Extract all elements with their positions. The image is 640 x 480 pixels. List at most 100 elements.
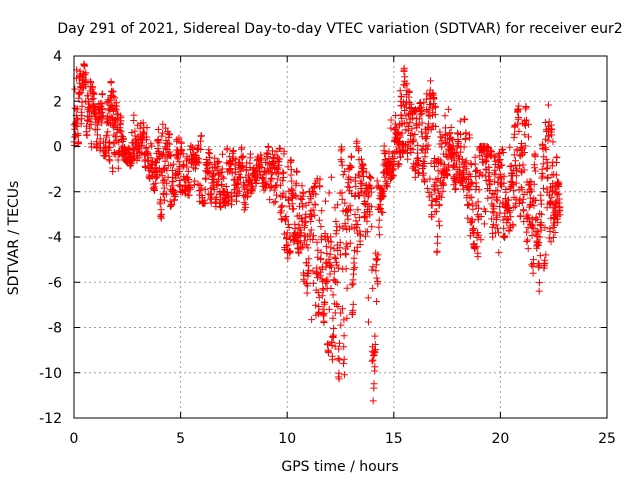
data-point: [544, 173, 552, 181]
data-point: [488, 215, 496, 223]
data-point: [439, 187, 447, 195]
data-point: [480, 220, 488, 228]
data-point: [370, 380, 378, 388]
data-point: [441, 112, 449, 120]
data-point: [344, 215, 352, 223]
data-point: [361, 213, 369, 221]
data-point: [519, 195, 527, 203]
data-point: [531, 153, 539, 161]
data-point: [397, 153, 405, 161]
data-point: [283, 234, 290, 242]
data-point: [357, 185, 365, 192]
data-point: [328, 342, 336, 349]
data-point: [74, 132, 82, 139]
data-point: [81, 62, 89, 70]
data-point: [539, 160, 547, 168]
data-point: [299, 203, 307, 211]
data-point: [99, 105, 107, 113]
data-point: [355, 145, 363, 153]
data-point: [87, 79, 95, 87]
data-point: [275, 170, 283, 178]
data-point: [201, 186, 209, 194]
data-point: [475, 231, 483, 239]
data-point: [413, 161, 421, 168]
data-point: [284, 241, 292, 249]
data-point: [555, 195, 563, 203]
data-point: [432, 123, 440, 130]
data-point: [158, 132, 166, 140]
data-point: [363, 217, 371, 225]
data-point: [235, 187, 243, 195]
data-point: [287, 166, 295, 174]
data-point: [116, 126, 124, 134]
data-point: [388, 161, 396, 169]
data-point: [462, 157, 470, 165]
data-point: [314, 289, 322, 296]
x-tick-label: 0: [70, 431, 79, 447]
data-point: [240, 199, 248, 207]
data-point: [425, 106, 433, 114]
data-point: [368, 357, 376, 365]
data-point: [437, 193, 445, 201]
data-point: [521, 131, 529, 139]
data-point: [499, 149, 507, 156]
data-point: [325, 349, 332, 357]
data-point: [398, 129, 406, 137]
data-point: [325, 305, 333, 313]
data-point: [409, 114, 417, 122]
data-point: [315, 308, 323, 316]
data-point: [493, 197, 501, 205]
data-point: [467, 161, 475, 169]
data-point: [322, 242, 330, 250]
data-point: [285, 195, 293, 203]
data-point: [90, 90, 98, 98]
data-point: [486, 180, 494, 188]
data-point: [498, 161, 506, 169]
data-point: [279, 189, 287, 197]
data-point: [456, 117, 464, 125]
data-point: [381, 173, 389, 181]
data-point: [474, 198, 482, 206]
data-point: [167, 162, 175, 169]
data-point: [395, 160, 403, 168]
data-point: [159, 129, 167, 137]
data-point: [336, 223, 344, 231]
y-tick-label: -4: [48, 230, 62, 246]
data-point: [332, 255, 340, 262]
data-point: [523, 228, 531, 236]
data-point: [305, 266, 313, 274]
data-point: [258, 156, 266, 164]
data-point: [327, 238, 335, 246]
data-point: [411, 131, 419, 138]
data-point: [533, 244, 541, 252]
data-point: [98, 108, 106, 116]
data-point: [347, 152, 355, 160]
data-point: [334, 201, 342, 209]
data-point: [380, 187, 387, 195]
data-point: [284, 220, 292, 228]
data-point: [530, 256, 537, 264]
data-point: [527, 187, 535, 195]
data-point: [415, 169, 423, 177]
data-point: [382, 149, 390, 157]
data-point: [427, 77, 434, 85]
data-point: [282, 213, 290, 220]
data-point: [434, 233, 442, 241]
x-tick-label: 10: [278, 431, 296, 447]
data-point: [544, 159, 552, 167]
data-point: [524, 120, 532, 128]
data-point: [142, 144, 150, 151]
data-point: [358, 155, 365, 163]
data-point: [169, 177, 177, 185]
data-point: [522, 103, 530, 111]
data-point: [539, 172, 547, 180]
data-point: [496, 156, 504, 163]
data-point: [430, 95, 438, 103]
data-point: [544, 137, 552, 145]
data-point: [164, 139, 172, 147]
data-point: [205, 146, 213, 154]
data-point: [179, 150, 187, 158]
data-point: [309, 206, 317, 214]
data-point: [489, 209, 497, 217]
data-point: [320, 309, 328, 317]
